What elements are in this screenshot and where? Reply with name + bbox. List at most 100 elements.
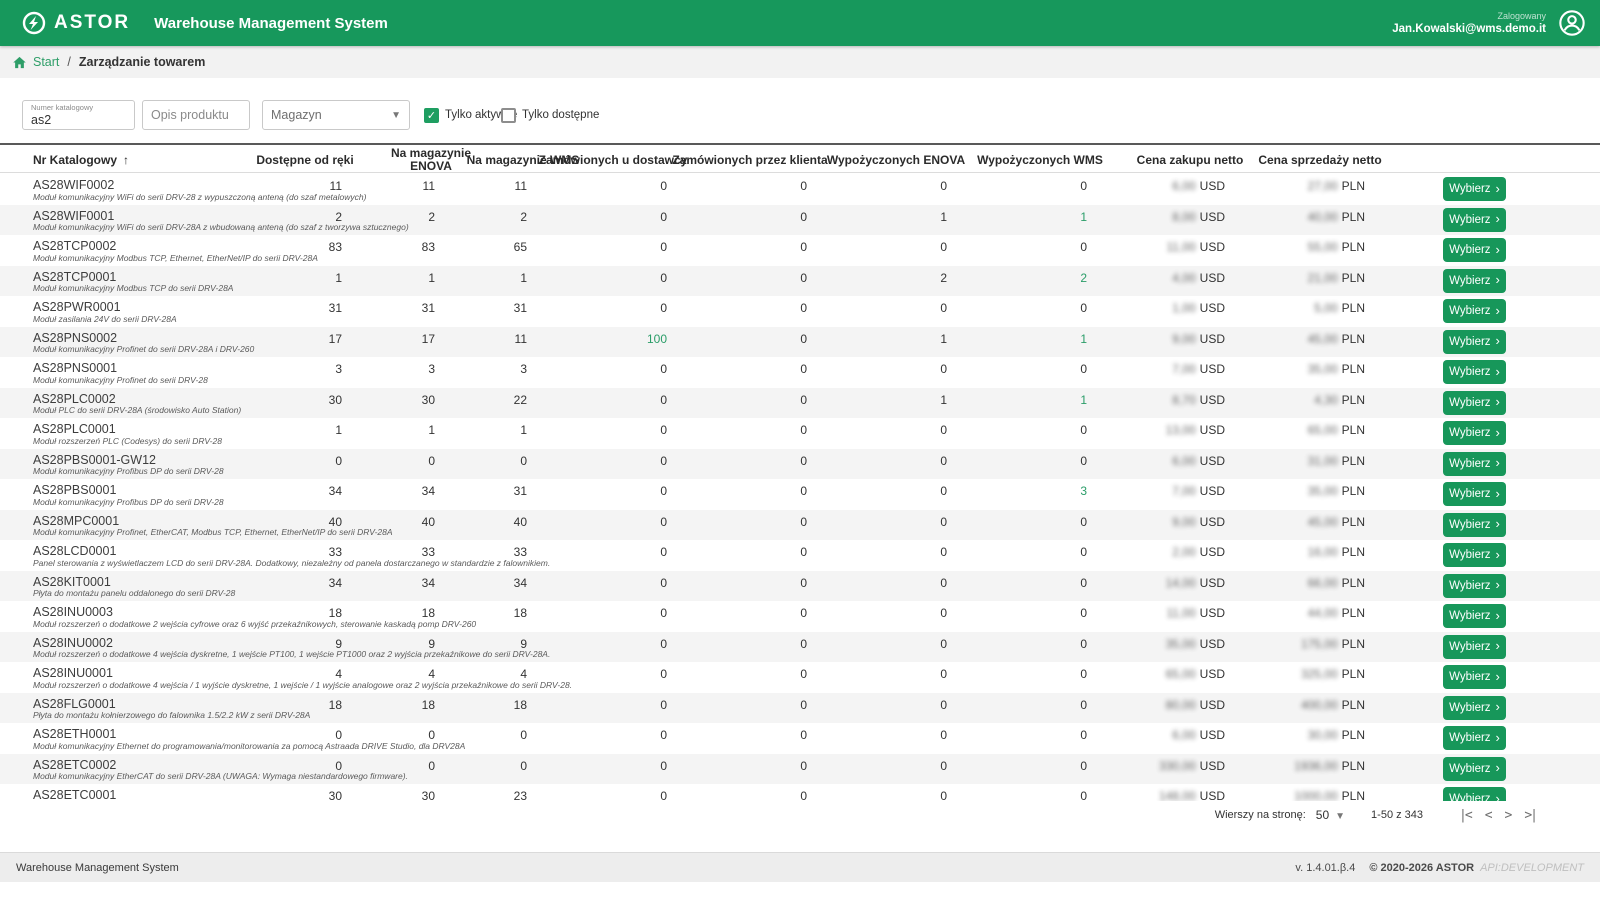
select-button[interactable]: Wybierz › xyxy=(1443,207,1506,232)
product-code: AS28PNS0002 xyxy=(33,330,118,345)
last-page-button[interactable]: >| xyxy=(1524,807,1538,823)
rows-per-page-label: Wierszy na stronę: xyxy=(1214,809,1306,821)
cell-ordered-customer: 0 xyxy=(800,789,807,801)
cell-borrowed-enova: 2 xyxy=(940,270,947,285)
select-button[interactable]: Wybierz › xyxy=(1443,573,1506,598)
column-header-available[interactable]: Dostępne od ręki xyxy=(256,152,354,167)
warehouse-select[interactable]: Magazyn ▼ xyxy=(262,100,410,130)
table-row: AS28TCP0002 Moduł komunikacyjny Modbus T… xyxy=(0,235,1600,266)
column-header-ordered-customer[interactable]: Zamówionych przez klienta xyxy=(672,152,828,167)
product-code: AS28TCP0001 xyxy=(33,269,117,284)
cell-wms: 31 xyxy=(513,484,527,498)
column-header-ordered-supplier[interactable]: Zamówionych u dostawcy xyxy=(538,152,688,167)
next-page-button[interactable]: > xyxy=(1504,807,1513,823)
cell-wms: 31 xyxy=(513,301,527,315)
select-button[interactable]: Wybierz › xyxy=(1443,634,1506,659)
cell-borrowed-wms: 0 xyxy=(1080,301,1087,315)
cell-sale-price: 4,30 PLN xyxy=(1314,392,1365,407)
cell-borrowed-enova: 0 xyxy=(940,575,947,590)
catalog-number-input[interactable] xyxy=(22,100,135,130)
product-description: Moduł rozszerzeń o dodatkowe 4 wejścia d… xyxy=(33,649,551,659)
cell-ordered-customer: 0 xyxy=(800,575,807,590)
home-icon[interactable] xyxy=(12,55,27,70)
cell-available: 11 xyxy=(329,179,342,193)
select-button[interactable]: Wybierz › xyxy=(1443,482,1506,506)
pagination: Wierszy na stronę: 50 ▼ 1-50 z 343 |< < >… xyxy=(0,801,1600,829)
select-button[interactable]: Wybierz › xyxy=(1443,726,1506,750)
cell-borrowed-enova: 1 xyxy=(940,392,947,407)
column-header-catalog[interactable]: Nr Katalogowy ↑ xyxy=(33,152,130,167)
cell-wms: 65 xyxy=(513,240,527,254)
cell-wms: 0 xyxy=(520,758,527,773)
column-header-wms[interactable]: Na magazynie WMS xyxy=(466,152,580,167)
cell-available: 4 xyxy=(335,667,342,681)
select-button[interactable]: Wybierz › xyxy=(1443,543,1506,567)
cell-ordered-supplier: 0 xyxy=(660,758,667,773)
select-button[interactable]: Wybierz › xyxy=(1443,756,1506,781)
cell-ordered-customer: 0 xyxy=(800,209,807,224)
chevron-right-icon: › xyxy=(1495,607,1500,623)
cell-wms: 18 xyxy=(513,697,527,712)
select-button[interactable]: Wybierz › xyxy=(1443,604,1506,628)
cell-available: 18 xyxy=(328,697,342,712)
cell-ordered-customer: 0 xyxy=(800,179,807,193)
column-header-sale-price[interactable]: Cena sprzedaży netto xyxy=(1258,152,1382,167)
chevron-right-icon: › xyxy=(1495,485,1500,501)
cell-purchase-price: 7,00 USD xyxy=(1172,484,1225,498)
select-button[interactable]: Wybierz › xyxy=(1443,238,1506,262)
select-button[interactable]: Wybierz › xyxy=(1443,787,1506,801)
select-button[interactable]: Wybierz › xyxy=(1443,421,1506,445)
cell-borrowed-enova: 0 xyxy=(940,514,947,529)
column-header-borrowed-enova[interactable]: Wypożyczonych ENOVA xyxy=(826,152,966,167)
cell-purchase-price: 148,00 USD xyxy=(1158,789,1225,801)
select-button[interactable]: Wybierz › xyxy=(1443,451,1506,476)
select-button[interactable]: Wybierz › xyxy=(1443,299,1506,323)
cell-sale-price: 35,00 PLN xyxy=(1307,484,1365,498)
product-description: Moduł komunikacyjny Profibus DP do serii… xyxy=(33,466,224,476)
chevron-right-icon: › xyxy=(1495,668,1500,684)
cell-borrowed-enova: 0 xyxy=(940,667,947,681)
cell-sale-price: 1000,00 PLN xyxy=(1294,789,1365,801)
cell-enova: 17 xyxy=(421,331,435,346)
chevron-right-icon: › xyxy=(1495,577,1500,592)
cell-ordered-customer: 0 xyxy=(800,423,807,437)
cell-sale-price: 65,00 PLN xyxy=(1307,423,1365,437)
column-header-borrowed-wms[interactable]: Wypożyczonych WMS xyxy=(977,152,1103,167)
first-page-button[interactable]: |< xyxy=(1459,807,1473,823)
product-code: AS28INU0002 xyxy=(33,635,113,650)
prev-page-button[interactable]: < xyxy=(1484,807,1493,823)
breadcrumb-link-start[interactable]: Start xyxy=(33,55,60,69)
chevron-right-icon: › xyxy=(1495,333,1500,348)
cell-borrowed-wms: 0 xyxy=(1080,362,1087,376)
cell-purchase-price: 8,00 USD xyxy=(1172,209,1225,224)
only-active-checkbox[interactable]: ✓ Tylko aktywne xyxy=(424,100,517,130)
cell-ordered-supplier: 0 xyxy=(660,514,667,529)
select-button[interactable]: Wybierz › xyxy=(1443,390,1506,415)
chevron-right-icon: › xyxy=(1495,638,1500,653)
rows-per-page-select[interactable]: 50 ▼ xyxy=(1315,808,1346,822)
select-button[interactable]: Wybierz › xyxy=(1443,177,1506,201)
account-icon[interactable] xyxy=(1558,9,1586,37)
select-button[interactable]: Wybierz › xyxy=(1443,665,1506,689)
only-available-checkbox[interactable]: Tylko dostępne xyxy=(501,100,599,130)
cell-ordered-supplier: 0 xyxy=(660,423,667,437)
cell-ordered-supplier: 0 xyxy=(660,667,667,681)
select-button[interactable]: Wybierz › xyxy=(1443,268,1506,293)
cell-wms: 1 xyxy=(520,270,527,285)
cell-ordered-supplier: 0 xyxy=(660,301,667,315)
select-button[interactable]: Wybierz › xyxy=(1443,360,1506,384)
product-description: Płyta do montażu kołnierzowego do falown… xyxy=(33,710,311,720)
cell-wms: 4 xyxy=(520,667,527,681)
cell-available: 40 xyxy=(328,514,342,529)
table-row: AS28PWR0001 Moduł zasilania 24V do serii… xyxy=(0,296,1600,327)
column-header-enova[interactable]: Na magazynie ENOVA xyxy=(390,146,472,173)
select-button[interactable]: Wybierz › xyxy=(1443,512,1506,537)
cell-borrowed-wms: 1 xyxy=(1080,209,1087,224)
select-button[interactable]: Wybierz › xyxy=(1443,695,1506,720)
product-description: Moduł komunikacyjny WiFi do serii DRV-28… xyxy=(33,191,367,202)
cell-enova: 34 xyxy=(421,575,435,590)
product-description-input[interactable] xyxy=(142,100,250,130)
cell-wms: 3 xyxy=(520,362,527,376)
select-button[interactable]: Wybierz › xyxy=(1443,329,1506,354)
column-header-purchase-price[interactable]: Cena zakupu netto xyxy=(1136,152,1244,167)
